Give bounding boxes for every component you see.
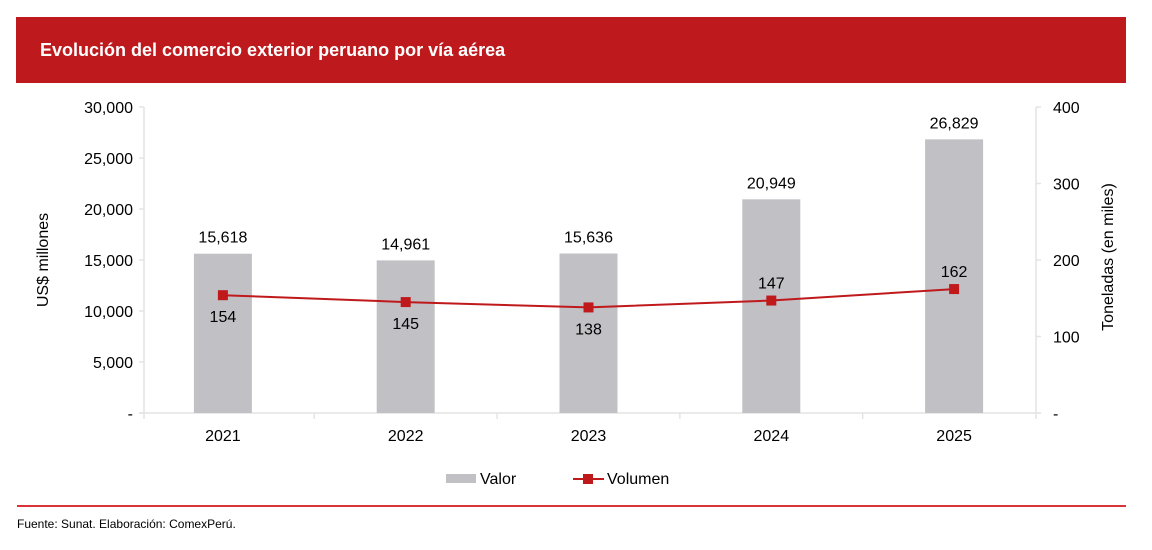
line-marker-2022 <box>400 297 411 308</box>
bar-data-label: 14,961 <box>381 236 430 253</box>
right-axis-tick-label: - <box>1053 406 1058 423</box>
left-axis-tick-label: 20,000 <box>84 202 133 219</box>
right-axis-tick-label: 200 <box>1053 253 1080 270</box>
line-marker-2024 <box>766 295 777 306</box>
bar-valor-2023 <box>559 253 618 413</box>
left-axis-tick-label: 30,000 <box>84 100 133 117</box>
bar-data-label: 26,829 <box>930 115 979 132</box>
x-axis-tick-label: 2025 <box>936 428 972 445</box>
footer-divider <box>17 505 1126 507</box>
right-axis-tick-label: 100 <box>1053 330 1080 347</box>
bar-data-label: 15,636 <box>564 230 613 247</box>
left-axis-tick-label: 5,000 <box>93 355 133 372</box>
left-axis-tick-label: 15,000 <box>84 253 133 270</box>
x-axis-tick-label: 2024 <box>754 428 790 445</box>
legend-label-valor: Valor <box>480 471 517 488</box>
left-axis-title: US$ millones <box>35 213 52 307</box>
bar-valor-2024 <box>742 199 801 413</box>
left-axis-tick-label: 25,000 <box>84 151 133 168</box>
legend-swatch-valor <box>446 474 476 483</box>
bar-valor-2021 <box>193 253 252 413</box>
right-axis-tick-label: 300 <box>1053 177 1080 194</box>
combo-chart: - 5,000 10,000 15,000 20,000 25,000 30,000 - 100… <box>35 100 1117 488</box>
line-data-label: 154 <box>210 309 237 326</box>
line-marker-2023 <box>583 302 594 313</box>
bar-valor-2022 <box>376 260 435 413</box>
legend-label-volumen: Volumen <box>607 471 669 488</box>
legend-marker-volumen <box>583 474 593 484</box>
source-note: Fuente: Sunat. Elaboración: ComexPerú. <box>17 517 236 531</box>
line-data-label: 145 <box>392 316 419 333</box>
bar-data-label: 20,949 <box>747 175 796 192</box>
chart-title: Evolución del comercio exterior peruano … <box>40 40 506 60</box>
line-data-label: 138 <box>575 321 602 338</box>
line-marker-2025 <box>949 284 960 295</box>
left-axis-tick-label: - <box>128 406 133 423</box>
chart-header: Evolución del comercio exterior peruano … <box>16 17 1126 83</box>
line-data-label: 162 <box>941 264 968 281</box>
right-axis-tick-label: 400 <box>1053 100 1080 117</box>
left-axis-tick-label: 10,000 <box>84 304 133 321</box>
right-axis-title: Toneladas (en miles) <box>1100 183 1117 331</box>
line-marker-2021 <box>217 290 228 301</box>
x-axis-tick-label: 2021 <box>205 428 241 445</box>
x-axis-tick-label: 2022 <box>388 428 424 445</box>
x-axis-tick-label: 2023 <box>571 428 607 445</box>
line-data-label: 147 <box>758 276 785 293</box>
bar-data-label: 15,618 <box>198 230 247 247</box>
bar-valor-2025 <box>925 139 984 414</box>
